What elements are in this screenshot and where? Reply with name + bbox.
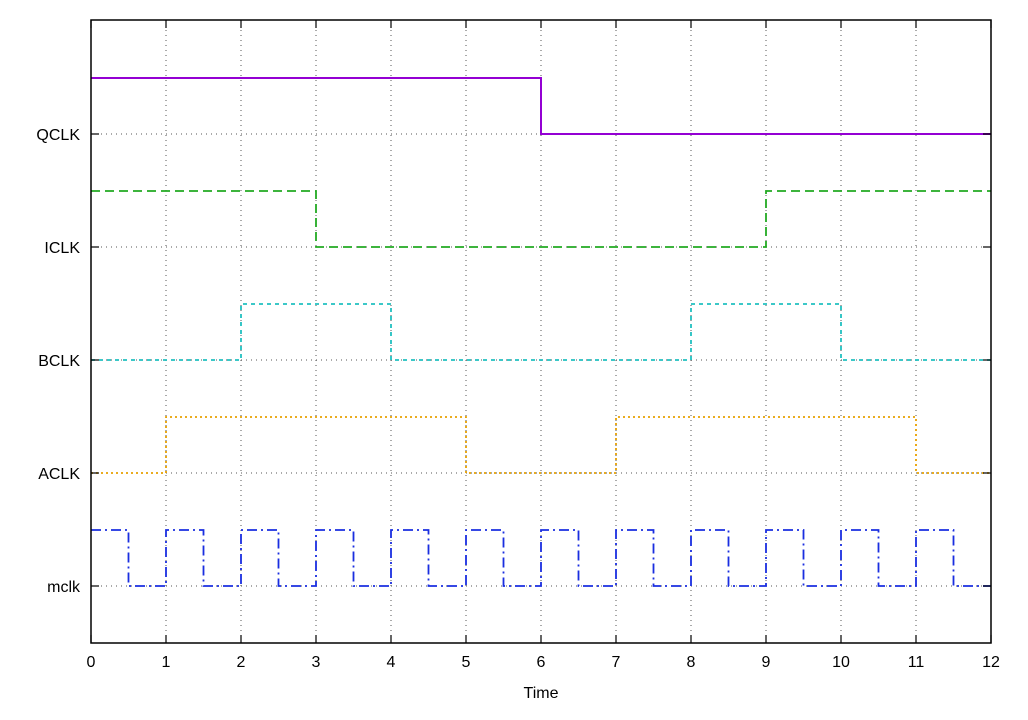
signal-iclk	[91, 190, 991, 248]
y-tick-label-mclk: mclk	[47, 579, 81, 596]
x-tick-label: 11	[908, 654, 925, 671]
x-tick-label: 7	[612, 654, 621, 671]
signal-aclk	[91, 416, 991, 474]
x-tick-label: 2	[237, 654, 246, 671]
x-tick-label: 3	[312, 654, 321, 671]
signal-bclk	[91, 303, 991, 361]
y-tick-label-aclk: ACLK	[38, 466, 80, 483]
signal-qclk	[91, 77, 991, 135]
x-tick-label: 0	[87, 654, 96, 671]
y-tick-label-iclk: ICLK	[44, 240, 80, 257]
x-tick-label: 1	[162, 654, 171, 671]
x-tick-label: 12	[982, 654, 1000, 671]
x-tick-labels: 0 1 2 3 4 5 6 7 8 9 10 11 12	[87, 654, 1000, 671]
x-tick-label: 6	[537, 654, 546, 671]
y-tick-label-qclk: QCLK	[36, 127, 80, 144]
axis-ticks	[90, 20, 992, 643]
x-tick-label: 4	[387, 654, 396, 671]
y-tick-labels: mclk ACLK BCLK ICLK QCLK	[36, 127, 81, 596]
x-tick-label: 10	[832, 654, 850, 671]
y-tick-label-bclk: BCLK	[38, 353, 80, 370]
x-axis-label: Time	[524, 685, 559, 702]
signal-mclk	[91, 529, 991, 587]
x-tick-label: 9	[762, 654, 771, 671]
signal-traces	[91, 77, 991, 587]
x-tick-label: 8	[687, 654, 696, 671]
x-tick-label: 5	[462, 654, 471, 671]
